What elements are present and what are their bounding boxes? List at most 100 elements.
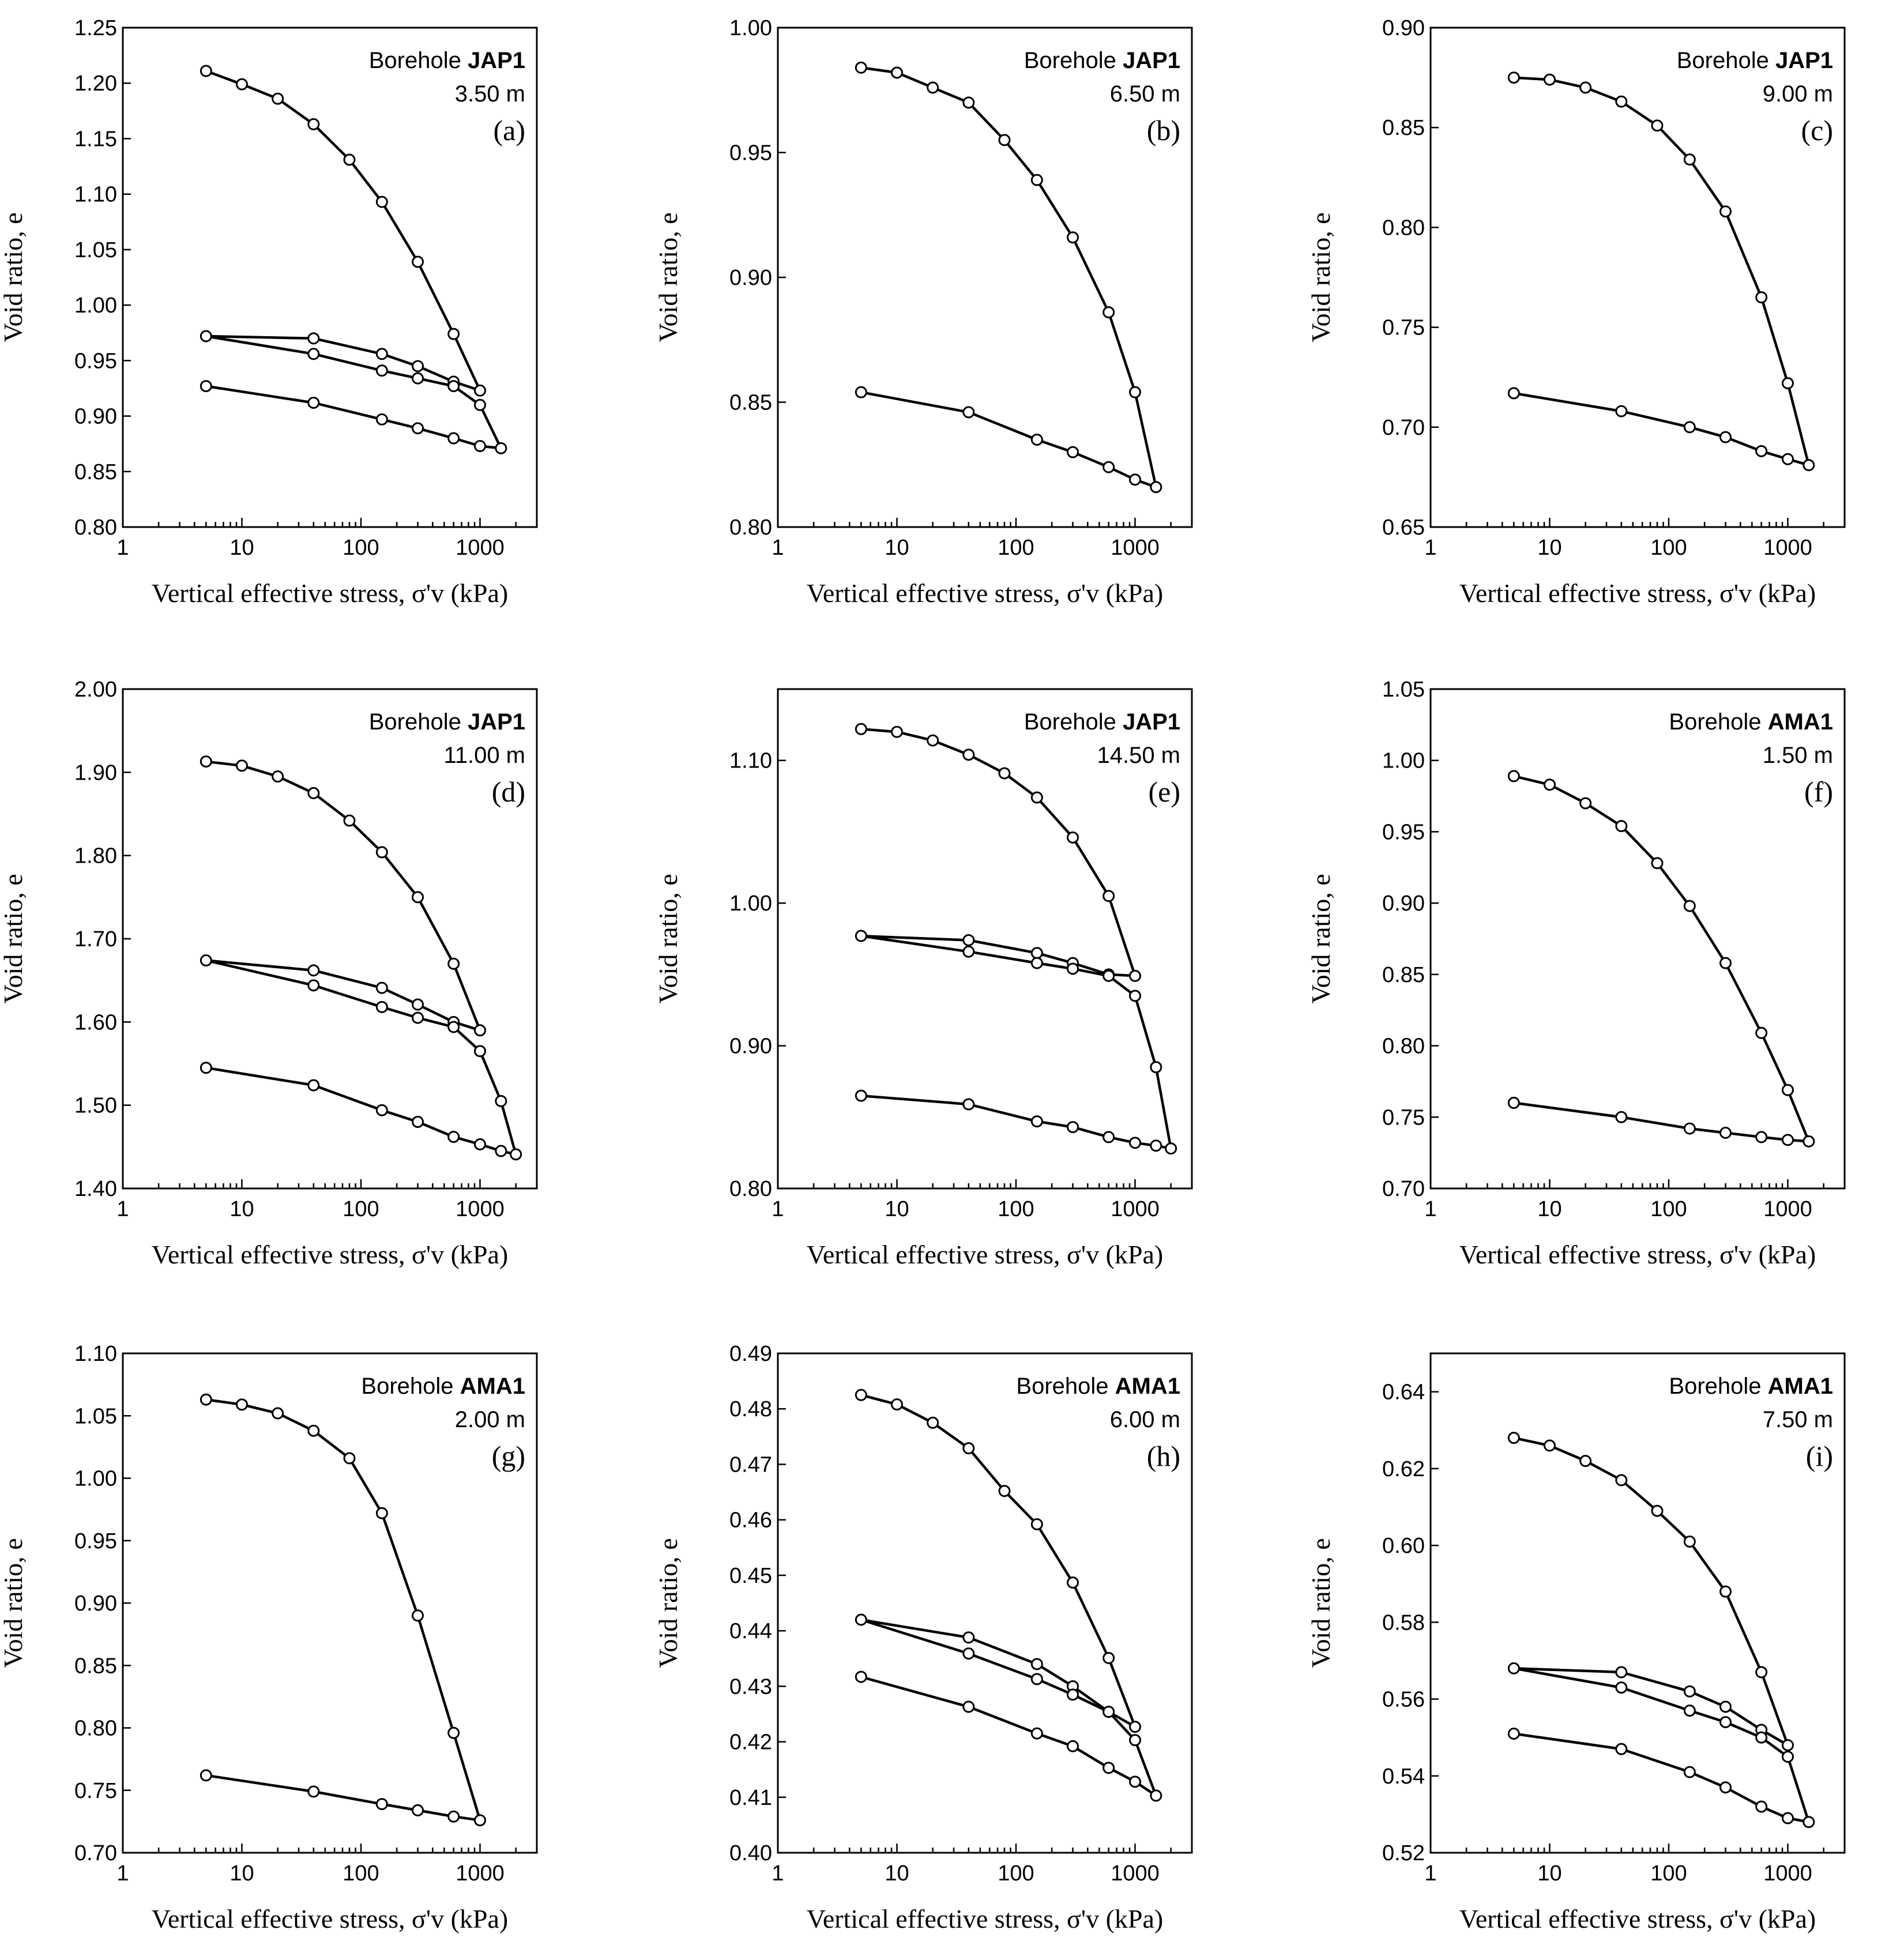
x-tick-label: 1000 bbox=[456, 536, 505, 560]
y-axis-label: Void ratio, e bbox=[0, 212, 28, 342]
y-tick-label: 1.50 bbox=[74, 1094, 117, 1118]
data-point bbox=[962, 945, 975, 958]
x-tick-label: 100 bbox=[343, 536, 379, 560]
y-tick-label: 1.90 bbox=[74, 761, 117, 785]
data-point bbox=[1067, 1121, 1079, 1134]
y-tick-label: 0.75 bbox=[74, 1779, 117, 1803]
series-line bbox=[205, 69, 503, 450]
y-tick-label: 0.41 bbox=[729, 1786, 772, 1810]
y-tick-label: 1.15 bbox=[74, 127, 117, 151]
data-point bbox=[890, 1398, 903, 1411]
data-point bbox=[1755, 1666, 1768, 1679]
data-point bbox=[1128, 1775, 1141, 1788]
data-point bbox=[1128, 990, 1141, 1002]
panel-label: (h) bbox=[1147, 1440, 1180, 1472]
plot-frame bbox=[777, 688, 1193, 1190]
x-tick-label: 1000 bbox=[1763, 1197, 1812, 1221]
data-point bbox=[200, 380, 212, 393]
data-point bbox=[927, 1416, 939, 1429]
depth-label: 9.00 m bbox=[1763, 81, 1833, 107]
x-tick-label: 10 bbox=[229, 1197, 254, 1221]
data-point bbox=[495, 1145, 507, 1157]
panel-label: (i) bbox=[1806, 1440, 1833, 1472]
data-point bbox=[375, 981, 388, 994]
borehole-id: AMA1 bbox=[1768, 1374, 1833, 1399]
y-tick-label: 0.80 bbox=[1382, 1034, 1425, 1059]
y-tick-label: 1.00 bbox=[74, 294, 117, 318]
data-point bbox=[1579, 81, 1592, 94]
data-point bbox=[1030, 791, 1043, 804]
data-point bbox=[1128, 1734, 1141, 1747]
y-tick-label: 0.40 bbox=[729, 1841, 772, 1865]
data-point bbox=[473, 440, 486, 453]
data-point bbox=[510, 1148, 522, 1161]
data-point bbox=[855, 1389, 867, 1401]
data-point bbox=[1781, 1812, 1794, 1824]
y-axis-label: Void ratio, e bbox=[1306, 874, 1335, 1003]
panel-label: (f) bbox=[1804, 776, 1833, 808]
data-point bbox=[1615, 1666, 1628, 1679]
series-line bbox=[860, 1394, 1158, 1797]
x-tick-label: 100 bbox=[1650, 536, 1687, 560]
data-point bbox=[1755, 1800, 1768, 1813]
data-point bbox=[855, 1613, 867, 1626]
data-point bbox=[1030, 1673, 1043, 1686]
data-point bbox=[375, 364, 388, 377]
data-point bbox=[235, 759, 248, 772]
depth-label: 6.50 m bbox=[1110, 81, 1180, 107]
y-tick-label: 0.80 bbox=[729, 1177, 772, 1201]
x-tick-label: 10 bbox=[885, 536, 909, 560]
data-point bbox=[1030, 1115, 1043, 1128]
borehole-annotation: Borehole JAP1 bbox=[1024, 48, 1180, 73]
y-axis-label: Void ratio, e bbox=[0, 874, 28, 1003]
data-point bbox=[1755, 1026, 1768, 1039]
x-tick-label: 1 bbox=[1424, 536, 1436, 560]
data-point bbox=[447, 380, 460, 393]
y-tick-label: 1.05 bbox=[1382, 678, 1425, 702]
data-point bbox=[495, 442, 507, 454]
y-axis-label: Void ratio, e bbox=[653, 1538, 683, 1668]
y-tick-label: 0.52 bbox=[1382, 1841, 1425, 1865]
y-tick-label: 0.44 bbox=[729, 1619, 772, 1643]
y-tick-label: 1.60 bbox=[74, 1010, 117, 1034]
data-point bbox=[343, 1452, 356, 1465]
y-axis-label: Void ratio, e bbox=[1306, 1538, 1335, 1668]
data-point bbox=[307, 1785, 320, 1798]
y-tick-label: 0.70 bbox=[1382, 1177, 1425, 1201]
x-tick-label: 100 bbox=[1650, 1197, 1687, 1221]
y-tick-label: 1.10 bbox=[74, 183, 117, 207]
data-point bbox=[235, 1398, 248, 1411]
data-point bbox=[447, 432, 460, 445]
data-point bbox=[200, 954, 212, 967]
x-tick-label: 1 bbox=[772, 536, 784, 560]
y-tick-label: 1.00 bbox=[729, 16, 772, 40]
data-point bbox=[375, 348, 388, 360]
data-point bbox=[412, 891, 424, 904]
data-point bbox=[855, 1089, 867, 1102]
y-tick-label: 1.25 bbox=[74, 16, 117, 40]
data-point bbox=[1150, 1789, 1162, 1802]
x-tick-label: 100 bbox=[1650, 1861, 1687, 1886]
borehole-prefix: Borehole bbox=[361, 1374, 460, 1399]
data-point bbox=[1067, 1688, 1079, 1701]
y-tick-label: 1.00 bbox=[74, 1467, 117, 1491]
data-point bbox=[962, 1631, 975, 1644]
borehole-prefix: Borehole bbox=[1677, 48, 1775, 73]
y-tick-label: 1.05 bbox=[74, 238, 117, 262]
chart-panel: 1 10 100 1000 0.40 0.41 0.42 0.43 0.44 0.45 0.46 0.… bbox=[653, 1342, 1193, 1933]
borehole-prefix: Borehole bbox=[1024, 48, 1123, 73]
data-point bbox=[412, 360, 424, 373]
data-point bbox=[1781, 377, 1794, 390]
borehole-annotation: Borehole AMA1 bbox=[361, 1374, 525, 1399]
data-point bbox=[1102, 969, 1115, 982]
data-point bbox=[1651, 119, 1664, 132]
data-point bbox=[962, 934, 975, 946]
y-tick-label: 0.85 bbox=[74, 460, 117, 484]
data-point bbox=[1755, 1131, 1768, 1143]
data-point bbox=[1067, 1576, 1079, 1589]
borehole-prefix: Borehole bbox=[1024, 709, 1123, 735]
panel-label: (g) bbox=[492, 1440, 525, 1472]
data-point bbox=[1507, 1097, 1520, 1109]
y-tick-label: 0.75 bbox=[1382, 1105, 1425, 1130]
